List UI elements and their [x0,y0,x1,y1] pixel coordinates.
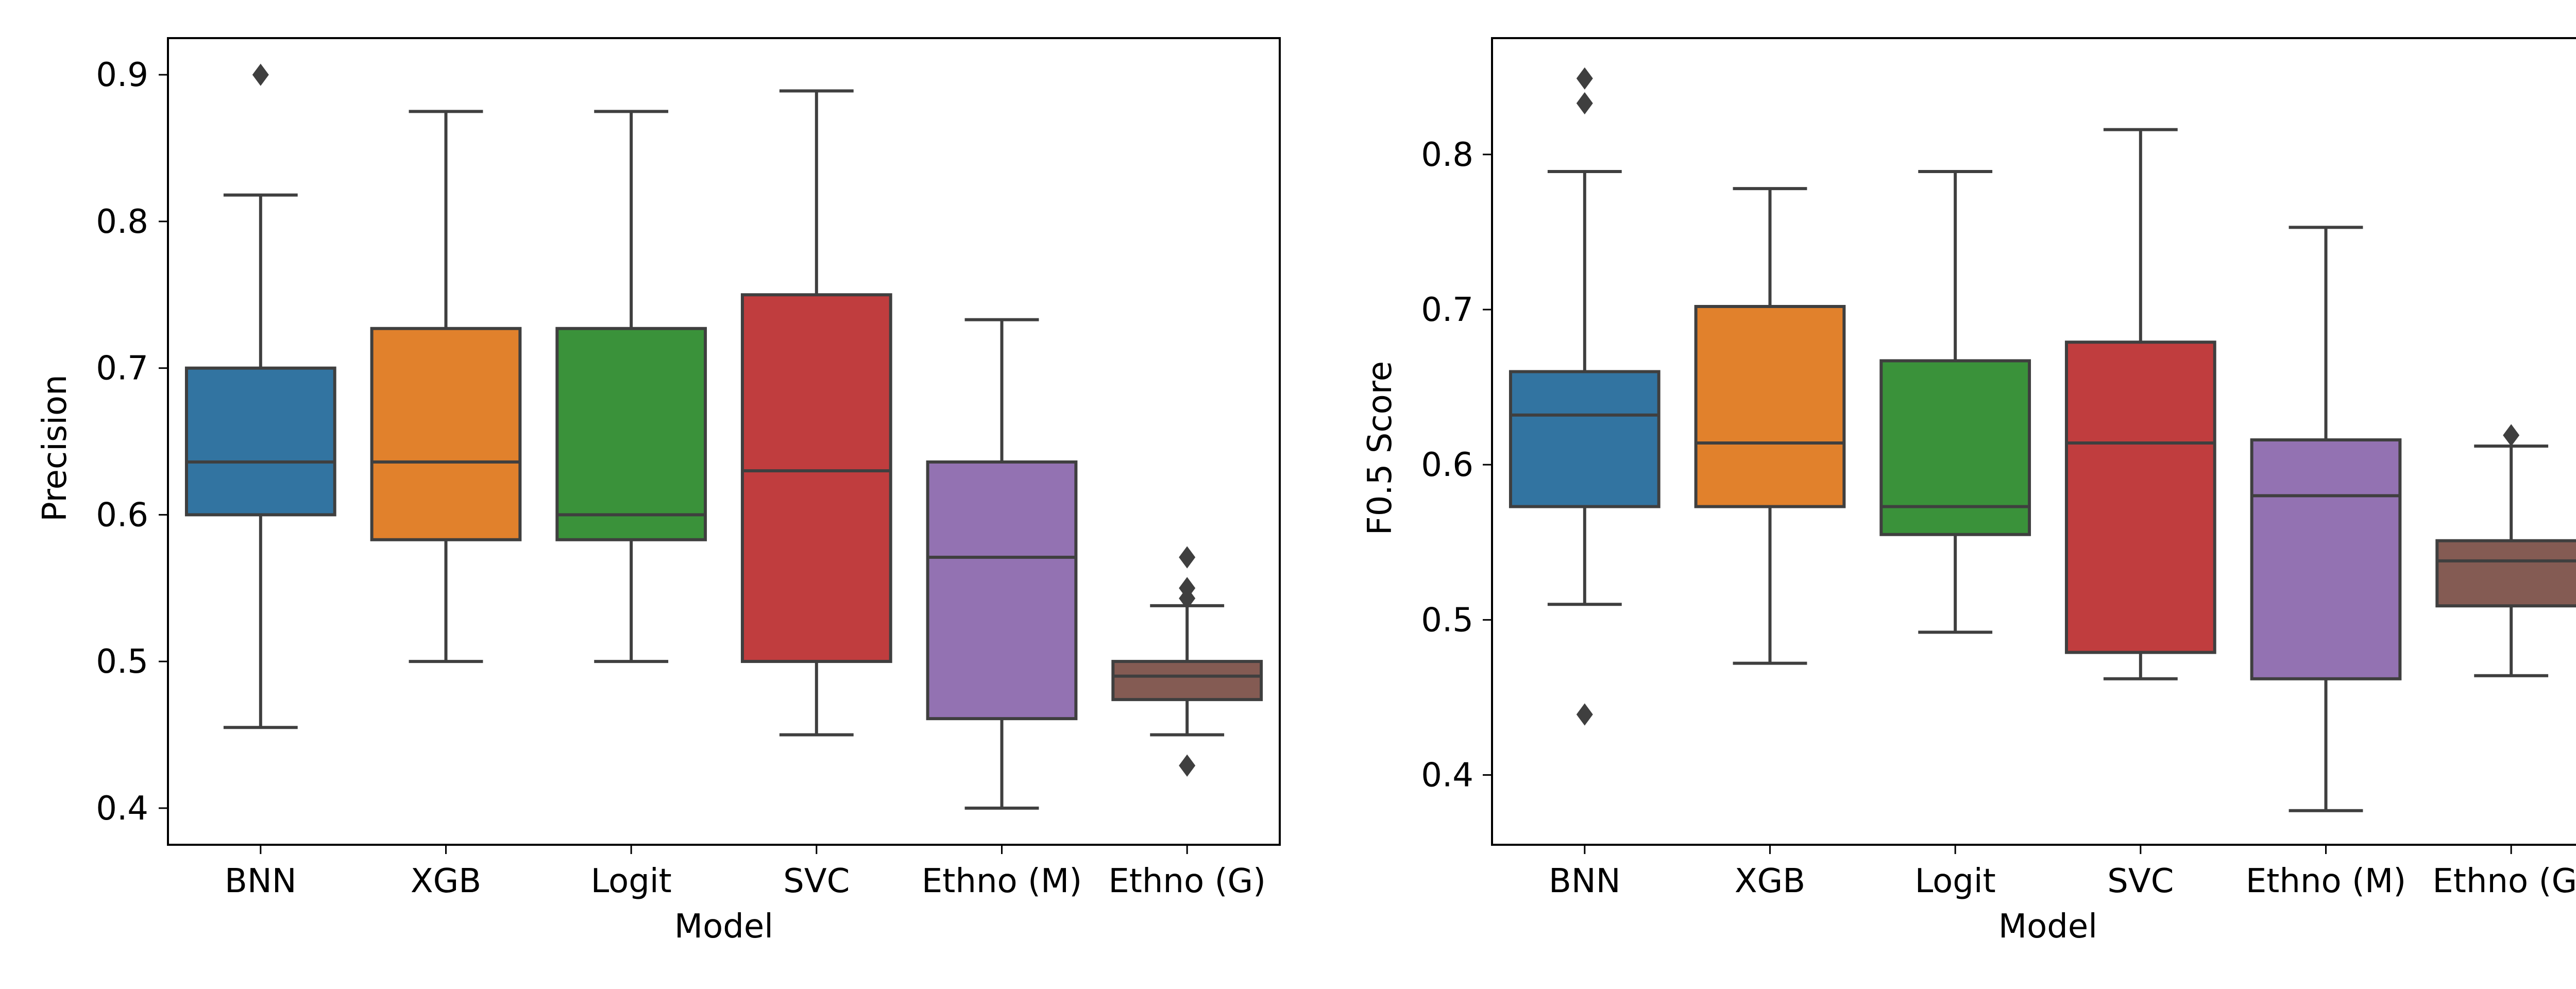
precision-box-1 [370,110,522,663]
f05-y-tick-label: 0.4 [1421,756,1473,794]
precision-box-0 [184,63,336,729]
precision-plot-frame [167,37,1281,846]
f05-box-2 [1879,169,2031,634]
f05-box-0 [1509,67,1660,726]
f05-x-tick-label: XGB [1735,862,1805,900]
f05-box-5 [2435,424,2576,677]
iqr-box [2435,539,2576,608]
iqr-box [2064,340,2216,654]
precision-x-axis-title: Model [674,908,773,946]
precision-box-5 [1111,546,1263,777]
f05-x-tick-label: Ethno (M) [2246,862,2406,900]
iqr-box [1694,304,1846,508]
f05-y-axis-title: F0.5 Score [1361,361,1399,535]
precision-y-axis-title: Precision [36,374,74,522]
precision-x-tick-label: XGB [411,862,481,900]
iqr-box [1879,359,2031,536]
f05-x-axis-title: Model [1998,908,2097,946]
precision-x-tick-label: SVC [783,862,850,900]
precision-y-tick-label: 0.5 [96,643,148,681]
iqr-box [555,327,707,541]
precision-x-tick-label: Ethno (G) [1108,862,1266,900]
f05-y-tick-label: 0.6 [1421,446,1473,484]
outlier-marker [2503,424,2520,447]
precision-panel: Precision Model 0.4 0.5 0.6 0.7 0.8 0.9 BNN XGB… [36,37,1281,946]
outlier-marker [1179,754,1196,777]
precision-y-tick-label: 0.8 [96,203,148,241]
iqr-box [740,293,892,663]
precision-x-tick-label: BNN [225,862,297,900]
precision-x-tick-label: Ethno (M) [922,862,1082,900]
iqr-box [926,460,1078,721]
precision-y-tick-label: 0.6 [96,496,148,534]
f05-y-tick-label: 0.5 [1421,601,1473,639]
iqr-box [370,327,522,541]
precision-y-tick-label: 0.9 [96,56,148,94]
outlier-marker [1179,546,1196,569]
outlier-marker [1576,703,1593,726]
outlier-marker [252,63,269,86]
outlier-marker [1179,587,1196,610]
f05-y-tick-label: 0.7 [1421,291,1473,329]
outlier-marker [1576,92,1593,115]
f05-x-tick-label: BNN [1549,862,1621,900]
precision-y-tick-label: 0.7 [96,350,148,388]
iqr-box [184,366,336,517]
iqr-box [2250,438,2402,680]
precision-box-3 [740,89,892,737]
f05-plot-frame [1491,37,2576,846]
precision-y-tick-label: 0.4 [96,790,148,828]
f05-x-tick-label: Logit [1915,862,1996,900]
f05-box-3 [2064,128,2216,680]
iqr-box [1509,370,1660,508]
precision-box-2 [555,110,707,663]
outlier-marker [1576,67,1593,90]
precision-box-4 [926,318,1078,810]
precision-x-tick-label: Logit [591,862,672,900]
f05-box-4 [2250,226,2402,812]
iqr-box [1111,660,1263,702]
f05-x-tick-label: Ethno (G) [2432,862,2576,900]
f05-y-tick-label: 0.8 [1421,136,1473,174]
f05-box-1 [1694,187,1846,665]
f05-x-tick-label: SVC [2107,862,2174,900]
f05-panel: F0.5 Score Model 0.4 0.5 0.6 0.7 0.8 BNN XGB Lo… [1361,37,2576,946]
